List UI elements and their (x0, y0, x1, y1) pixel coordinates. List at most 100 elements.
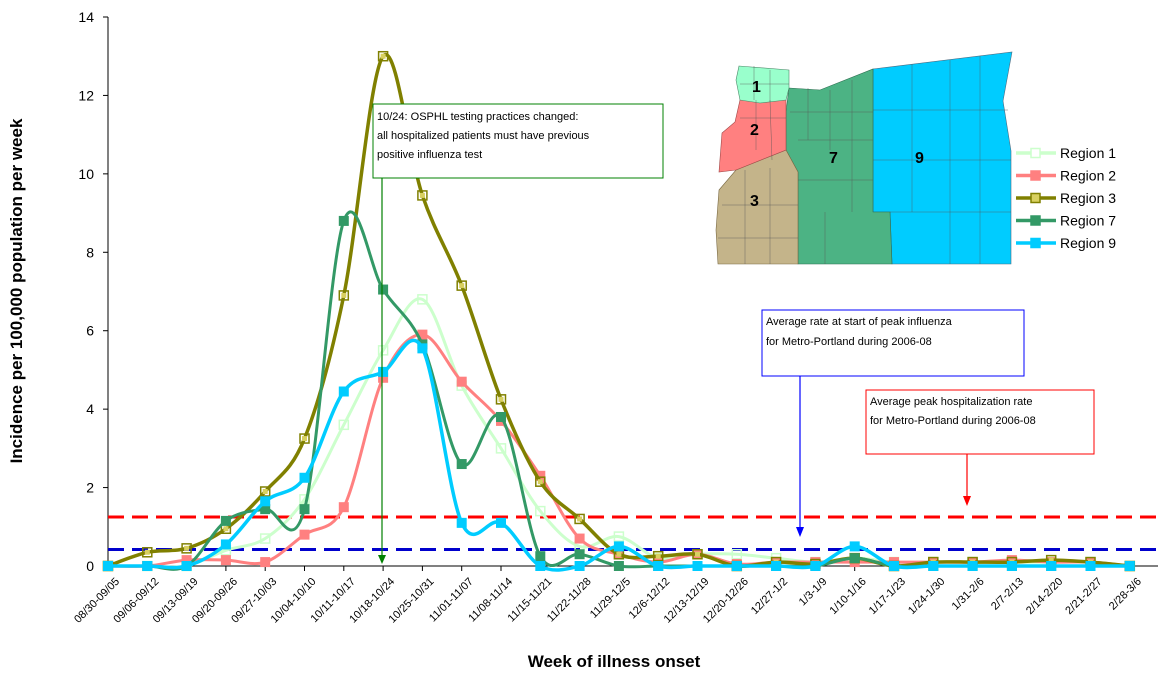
annotation-peak-hosp-box (865, 389, 1095, 455)
annotation-osphl-arrowhead (378, 555, 386, 564)
legend-swatch-marker (1030, 170, 1041, 181)
data-point (653, 561, 664, 571)
data-point (260, 557, 271, 568)
x-tick-label: 1/17-1/23 (867, 576, 908, 617)
data-point-inner (380, 53, 386, 59)
data-point (496, 517, 506, 528)
data-point (299, 472, 310, 483)
legend-swatch-marker (1030, 147, 1041, 159)
county-line (740, 99, 786, 161)
data-point (613, 531, 625, 542)
data-point (142, 561, 153, 571)
data-point (849, 553, 860, 564)
x-tick-label: 1/3-1/9 (797, 576, 830, 609)
annotation-osphl: 10/24: OSPHL testing practices changed: … (372, 103, 664, 564)
y-tick-label: 2 (86, 480, 94, 496)
annotation-osphl-line-3: positive influenza test (377, 149, 482, 161)
data-point (417, 294, 428, 305)
series-line (107, 338, 1130, 572)
legend-item: Region 1 (1016, 145, 1116, 161)
x-tick-label: 1/10-1/16 (827, 576, 868, 617)
data-point (456, 459, 467, 470)
data-point (377, 345, 389, 356)
annotation-osphl-line-2: all hospitalized patients must have prev… (377, 130, 590, 142)
annotation-start-peak-line-1: Average rate at start of peak influenza (766, 316, 953, 328)
map-label-7: 7 (829, 150, 838, 167)
x-tick-label: 1/24-1/30 (906, 576, 947, 617)
data-point (338, 419, 350, 431)
data-point (495, 443, 507, 454)
y-tick-label: 8 (86, 244, 94, 260)
data-point (535, 476, 546, 487)
data-point (338, 502, 349, 513)
data-point (338, 386, 349, 397)
data-point-inner (577, 516, 583, 522)
data-point (220, 539, 231, 550)
data-point-inner (184, 545, 190, 551)
data-point-inner (655, 553, 661, 559)
data-point (535, 551, 546, 562)
data-point (417, 190, 428, 201)
data-point-inner (419, 192, 425, 198)
legend-label: Region 1 (1060, 145, 1116, 161)
annotation-peak-hosp-line-1: Average peak hospitalization rate (870, 396, 1032, 408)
y-tick-label: 0 (86, 558, 94, 574)
data-point-inner (695, 551, 700, 557)
series-group (102, 50, 1136, 572)
map-label-9: 9 (915, 150, 924, 167)
data-point (378, 366, 389, 377)
data-point-inner (498, 396, 504, 402)
legend-label: Region 3 (1060, 190, 1116, 206)
x-ticks: 08/30-09/0509/06-09/1209/13-09/1909/20-0… (72, 566, 1144, 626)
x-tick-label: 2/14-2/20 (1024, 576, 1065, 617)
data-point (260, 496, 271, 507)
data-point (613, 561, 624, 571)
data-point-inner (144, 549, 150, 555)
county-line (740, 66, 789, 102)
data-point (181, 543, 192, 554)
data-point (220, 515, 231, 526)
data-point (181, 561, 192, 571)
annotation-peak-hosp-arrowhead (963, 496, 971, 506)
data-point (889, 561, 899, 571)
data-point (259, 486, 271, 497)
y-tick-label: 10 (78, 166, 94, 182)
map-label-3: 3 (750, 193, 759, 210)
x-tick-label: 12/27-1/2 (749, 576, 790, 617)
data-point (103, 561, 113, 571)
data-point (810, 561, 821, 571)
data-point (220, 555, 231, 566)
legend: Region 1 Region 2 Region 3 Region 7 Region 9 (1016, 145, 1116, 251)
data-point (1124, 561, 1135, 571)
data-point (849, 541, 860, 552)
data-point (613, 541, 624, 552)
data-point (574, 513, 585, 525)
y-tick-label: 4 (86, 401, 94, 417)
map-label-1: 1 (752, 79, 761, 96)
legend-label: Region 9 (1060, 235, 1116, 251)
map-county-lines (718, 56, 1011, 264)
x-axis-title: Week of illness onset (528, 652, 701, 671)
data-point (456, 517, 467, 528)
legend-swatch-marker (1030, 215, 1041, 226)
data-point (535, 561, 546, 571)
legend-swatch-marker (1030, 237, 1041, 249)
annotation-peak-hosp-line-2: for Metro-Portland during 2006-08 (870, 415, 1036, 427)
data-point-inner (459, 283, 465, 289)
annotation-osphl-line-1: 10/24: OSPHL testing practices changed: (377, 111, 578, 123)
data-point-inner (262, 488, 268, 494)
data-point (378, 284, 389, 295)
data-point-inner (1048, 557, 1054, 563)
series-region-9 (103, 338, 1135, 572)
annotation-start-peak-arrowhead (796, 527, 804, 537)
data-point (692, 561, 703, 571)
series-line (107, 52, 1130, 568)
data-point (692, 548, 703, 560)
annotation-start-peak: Average rate at start of peak influenza … (761, 309, 1025, 537)
map-region-9 (872, 51, 1013, 265)
legend-label: Region 7 (1060, 213, 1116, 229)
data-point-inner (302, 436, 307, 442)
data-point (1006, 561, 1017, 571)
data-point (771, 561, 782, 571)
county-line (718, 168, 798, 264)
